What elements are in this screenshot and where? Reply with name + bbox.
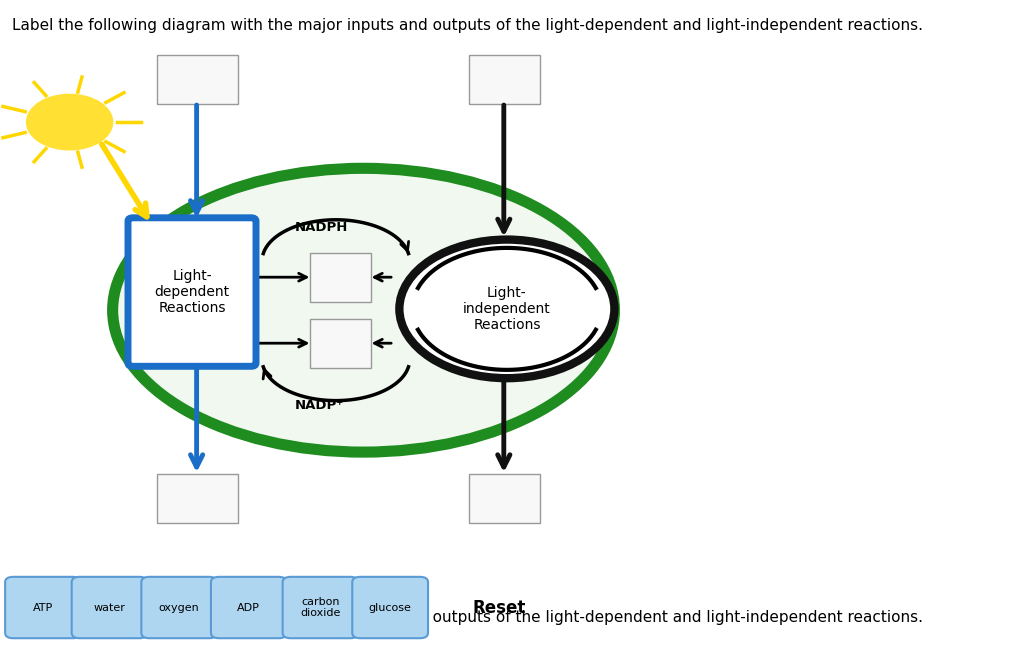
Text: Reset: Reset xyxy=(472,599,525,617)
Text: NADPH: NADPH xyxy=(295,221,348,234)
Text: ADP: ADP xyxy=(238,603,260,612)
FancyBboxPatch shape xyxy=(469,55,540,104)
Circle shape xyxy=(399,240,614,378)
Circle shape xyxy=(27,94,113,150)
Text: water: water xyxy=(93,603,126,612)
FancyBboxPatch shape xyxy=(5,577,81,638)
FancyBboxPatch shape xyxy=(211,577,287,638)
Text: Light-
dependent
Reactions: Light- dependent Reactions xyxy=(155,269,229,315)
Text: glucose: glucose xyxy=(369,603,412,612)
Text: Label the following diagram with the major inputs and outputs of the light-depen: Label the following diagram with the maj… xyxy=(12,18,924,32)
FancyBboxPatch shape xyxy=(157,55,238,104)
FancyBboxPatch shape xyxy=(310,253,371,302)
Text: Label the following diagram with the major inputs and outputs of the light-depen: Label the following diagram with the maj… xyxy=(12,610,924,625)
FancyBboxPatch shape xyxy=(283,577,358,638)
Text: Light-
independent
Reactions: Light- independent Reactions xyxy=(463,286,551,332)
Text: NADP⁺: NADP⁺ xyxy=(295,399,344,412)
FancyBboxPatch shape xyxy=(469,474,540,523)
Text: ATP: ATP xyxy=(33,603,53,612)
Ellipse shape xyxy=(113,168,614,452)
FancyBboxPatch shape xyxy=(141,577,217,638)
Text: carbon
dioxide: carbon dioxide xyxy=(300,597,341,618)
FancyBboxPatch shape xyxy=(72,577,147,638)
FancyBboxPatch shape xyxy=(128,218,256,366)
FancyBboxPatch shape xyxy=(352,577,428,638)
Text: oxygen: oxygen xyxy=(159,603,200,612)
FancyBboxPatch shape xyxy=(310,319,371,368)
FancyBboxPatch shape xyxy=(157,474,238,523)
